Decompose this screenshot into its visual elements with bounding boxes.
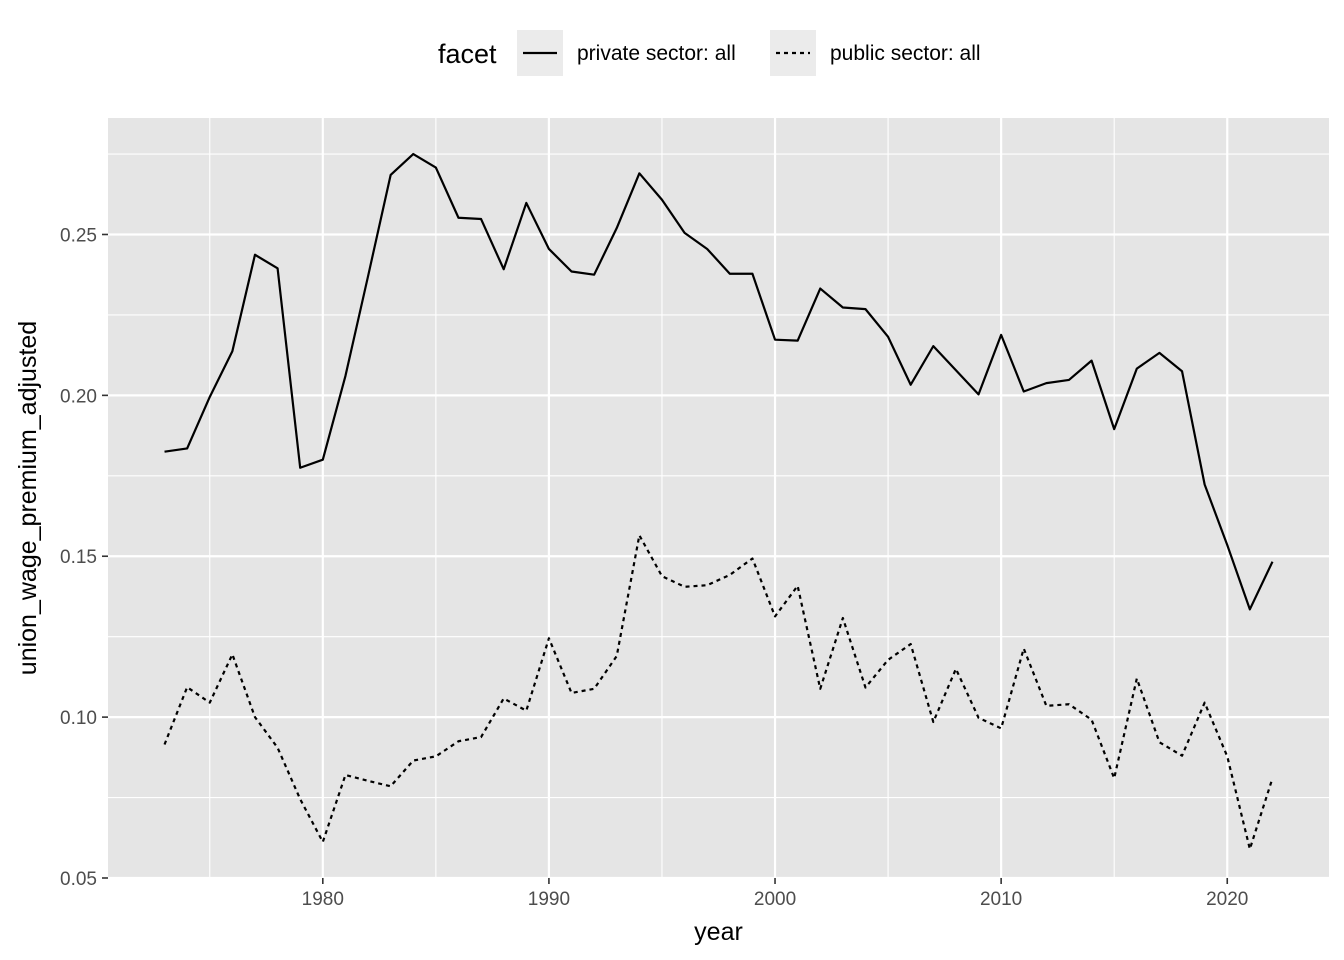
series-line: [163, 534, 1274, 851]
minor-gridlines: [108, 118, 1329, 878]
major-gridlines: [108, 118, 1329, 880]
x-axis: 1980 1990 2000 2010 2020: [302, 878, 1248, 910]
x-tick-label: 2010: [980, 889, 1022, 910]
y-tick-label: 0.05: [60, 869, 97, 890]
y-tick-label: 0.25: [60, 225, 97, 246]
legend-label: private sector: all: [577, 42, 736, 65]
legend-label: public sector: all: [830, 42, 981, 65]
x-axis-title: year: [694, 918, 743, 946]
series-lines: [163, 152, 1274, 851]
y-axis: 0.05 0.10 0.15 0.20 0.25: [60, 225, 108, 890]
legend-title: facet: [438, 39, 497, 69]
series-line: [164, 152, 1274, 611]
x-tick-label: 1980: [302, 889, 344, 910]
x-tick-label: 2020: [1206, 889, 1248, 910]
x-tick-label: 2000: [754, 889, 796, 910]
y-tick-label: 0.10: [60, 708, 97, 729]
y-axis-title: union_wage_premium_adjusted: [14, 321, 42, 675]
y-tick-label: 0.15: [60, 547, 97, 568]
y-tick-label: 0.20: [60, 386, 97, 407]
x-tick-label: 1990: [528, 889, 570, 910]
legend: facet private sector: all public sector: …: [438, 30, 981, 76]
plot-panel: [108, 118, 1329, 878]
